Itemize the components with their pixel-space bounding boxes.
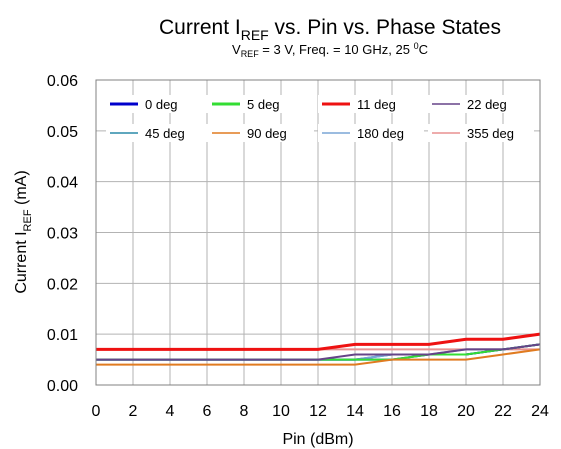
y-tick-label: 0.00 [47,378,78,395]
x-tick-label: 16 [383,403,401,420]
legend-label: 11 deg [357,97,396,112]
x-tick-label: 8 [240,403,249,420]
legend-label: 5 deg [247,97,280,112]
x-tick-label: 14 [346,403,364,420]
legend-label: 22 deg [467,97,507,112]
legend-item-bg [318,124,424,142]
x-tick-label: 0 [92,403,101,420]
legend-item-bg [318,95,424,113]
legend: 0 deg 5 deg 11 deg 22 deg 45 deg 90 deg 180 de… [106,95,534,142]
y-tick-label: 0.02 [47,276,78,293]
x-tick-label: 22 [494,403,512,420]
x-tick-label: 10 [272,403,290,420]
chart-title: Current IREF vs. Pin vs. Phase States [159,16,501,43]
legend-item: 11 deg [318,95,424,113]
legend-item-bg [428,95,534,113]
legend-item: 22 deg [428,95,534,113]
series-line-90-deg [96,348,541,366]
y-tick-label: 0.04 [47,175,78,192]
legend-item: 180 deg [318,124,424,142]
legend-label: 180 deg [357,126,404,141]
legend-item-bg [208,124,314,142]
x-tick-label: 4 [166,403,175,420]
legend-item: 0 deg [106,95,212,113]
x-tick-label: 12 [309,403,327,420]
series-line-22-deg [96,343,541,361]
y-tick-label: 0.01 [47,327,78,344]
chart-subtitle: VREF = 3 V, Freq. = 10 GHz, 25 0C [232,41,428,59]
legend-label: 355 deg [467,126,514,141]
x-tick-label: 24 [531,403,549,420]
x-tick-label: 6 [203,403,212,420]
x-tick-label: 2 [129,403,138,420]
legend-label: 90 deg [247,126,287,141]
series-line-11-deg [96,332,541,351]
x-tick-label: 20 [457,403,475,420]
legend-label: 45 deg [145,126,185,141]
y-tick-labels: 0.00 0.01 0.02 0.03 0.04 0.05 0.06 [47,73,78,395]
legend-item: 45 deg [106,124,212,142]
y-tick-label: 0.03 [47,226,78,243]
x-axis-title: Pin (dBm) [282,431,353,448]
x-tick-labels: 0 2 4 6 8 10 12 14 16 18 20 22 24 [92,403,549,420]
x-tick-label: 18 [420,403,438,420]
legend-item-bg [428,124,534,142]
y-tick-label: 0.06 [47,73,78,90]
legend-item: 90 deg [208,124,314,142]
legend-item: 5 deg [208,95,314,113]
plot-frame [95,79,541,386]
legend-item: 355 deg [428,124,534,142]
legend-item-bg [208,95,314,113]
y-axis-title: Current IREF (mA) [13,170,34,293]
legend-item-bg [106,124,212,142]
legend-item-bg [106,95,212,113]
series-lines [96,332,541,366]
y-tick-label: 0.05 [47,124,78,141]
legend-label: 0 deg [145,97,178,112]
